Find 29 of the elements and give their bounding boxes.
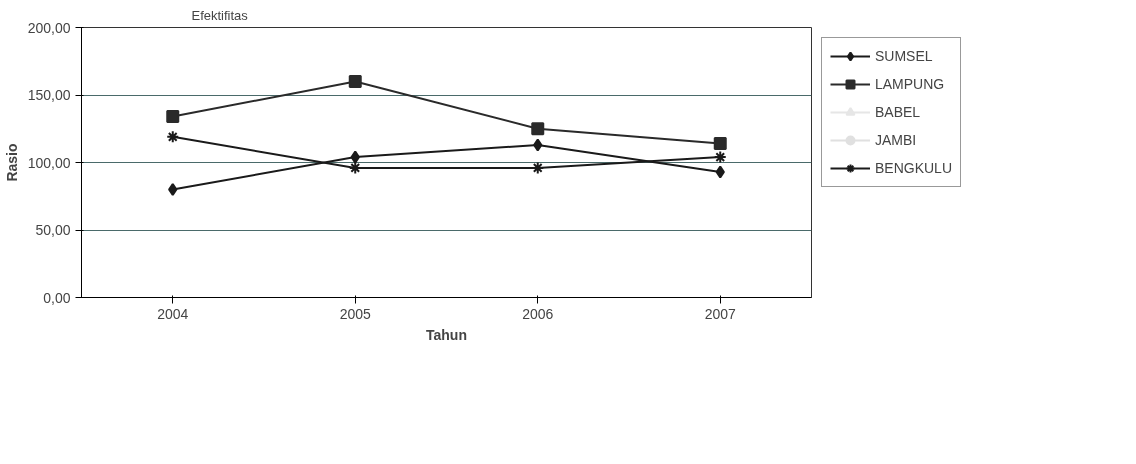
point (348, 75, 362, 88)
legend-label: BENGKULU (875, 160, 953, 176)
legend-label: JAMBI (875, 132, 917, 148)
point (166, 130, 180, 144)
point (713, 137, 727, 151)
point (531, 161, 545, 175)
legend-label: BABEL (875, 104, 921, 120)
x-tick-label: 2006 (522, 305, 554, 322)
chart-title: Efektifitas (191, 7, 249, 23)
point (348, 161, 362, 175)
legend-label: SUMSEL (875, 48, 933, 64)
y-tick-label: 200,00 (27, 19, 71, 36)
x-tick-label: 2004 (157, 305, 189, 322)
x-axis-title: Tahun (426, 326, 467, 343)
y-tick-label: 0,00 (43, 289, 71, 306)
legend-label: LAMPUNG (875, 76, 945, 92)
point (168, 183, 178, 196)
point (166, 110, 180, 124)
x-tick-label: 2007 (704, 305, 737, 322)
y-tick-label: 100,00 (27, 154, 71, 171)
point (715, 165, 725, 179)
point (531, 122, 545, 136)
point (713, 150, 727, 164)
point (350, 150, 360, 164)
point (533, 138, 543, 152)
y-tick-label: 50,00 (35, 222, 71, 238)
y-axis-title: Rasio (3, 143, 20, 182)
x-tick-label: 2005 (339, 305, 372, 322)
y-tick-label: 150,00 (27, 87, 71, 103)
